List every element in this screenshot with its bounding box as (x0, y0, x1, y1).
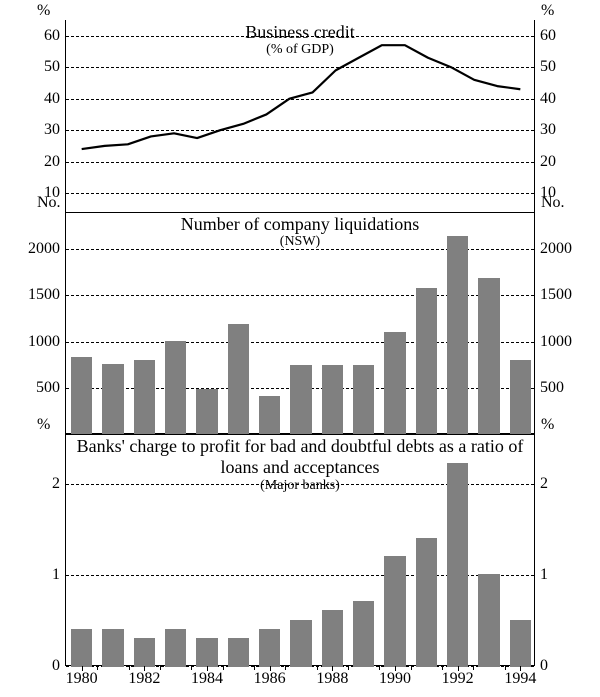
xtick-label: 1994 (504, 666, 536, 688)
xtick-label: 1986 (254, 666, 286, 688)
bar (260, 630, 279, 666)
panel-divider (66, 434, 534, 435)
panel-divider (66, 212, 534, 213)
plot-area-liquidations: Number of company liquidations (NSW) 500… (65, 212, 535, 434)
bar (197, 390, 216, 434)
ytick-label-left: 2000 (28, 240, 66, 258)
bar (417, 289, 436, 434)
unit-right: % (541, 2, 554, 20)
ytick-label-left: 60 (44, 27, 66, 45)
bar (417, 539, 436, 666)
xtick-minor (442, 666, 443, 670)
ytick-label-right: 30 (534, 121, 556, 139)
ytick-label-right: 20 (534, 153, 556, 171)
gridline (66, 130, 534, 131)
xtick-minor (348, 666, 349, 670)
bar (511, 621, 530, 666)
unit-left: No. (37, 194, 61, 212)
panel-title: Number of company liquidations (66, 214, 534, 235)
bar (385, 557, 404, 666)
ytick-label-right: 60 (534, 27, 556, 45)
ytick-label-left: 2 (52, 475, 66, 493)
ytick-label-left: 1 (52, 566, 66, 584)
ytick-label-right: 50 (534, 58, 556, 76)
bar (291, 621, 310, 666)
xtick-minor (411, 666, 412, 670)
bar (260, 397, 279, 434)
ytick-label-right: 2000 (534, 240, 572, 258)
gridline (66, 193, 534, 194)
gridline (66, 36, 534, 37)
plot-area-bad-debts: Banks' charge to profit for bad and doub… (65, 434, 535, 666)
bar (166, 342, 185, 435)
xtick-label: 1984 (191, 666, 223, 688)
bar (291, 366, 310, 434)
bar (479, 279, 498, 434)
bar (72, 358, 91, 434)
panel-business-credit: % % Business credit (% of GDP) 101020203… (0, 20, 600, 212)
unit-left: % (37, 416, 50, 434)
xtick-label: 1990 (379, 666, 411, 688)
xtick-minor (223, 666, 224, 670)
ytick-label-left: 20 (44, 153, 66, 171)
bar (354, 366, 373, 434)
ytick-label-left: 0 (52, 657, 66, 675)
unit-right: No. (541, 194, 565, 212)
ytick-label-right: 1 (534, 566, 548, 584)
bar (103, 630, 122, 666)
bar (103, 365, 122, 434)
bar (135, 361, 154, 434)
gridline (66, 162, 534, 163)
ytick-label-left: 500 (36, 379, 66, 397)
xtick-minor (129, 666, 130, 670)
xtick-label: 1988 (316, 666, 348, 688)
xtick-minor (317, 666, 318, 670)
xtick-label: 1992 (442, 666, 474, 688)
bar (448, 237, 467, 434)
bar (323, 611, 342, 666)
figure-root: % % Business credit (% of GDP) 101020203… (0, 0, 600, 697)
unit-right: % (541, 416, 554, 434)
bar (448, 464, 467, 666)
xtick-minor (160, 666, 161, 670)
ytick-label-left: 1000 (28, 333, 66, 351)
bar (323, 366, 342, 434)
ytick-label-right: 1000 (534, 333, 572, 351)
bar (166, 630, 185, 666)
bar (385, 333, 404, 434)
ytick-label-right: 500 (534, 379, 564, 397)
ytick-label-left: 1500 (28, 286, 66, 304)
ytick-label-left: 30 (44, 121, 66, 139)
ytick-label-left: 40 (44, 90, 66, 108)
ytick-label-left: 50 (44, 58, 66, 76)
bar (354, 602, 373, 666)
xtick-minor (505, 666, 506, 670)
xtick-minor (254, 666, 255, 670)
panel-bad-debts: % % Banks' charge to profit for bad and … (0, 434, 600, 666)
xtick-minor (97, 666, 98, 670)
plot-area-business-credit: Business credit (% of GDP) 1010202030304… (65, 20, 535, 212)
gridline (66, 67, 534, 68)
bar (135, 639, 154, 666)
line-path (82, 45, 521, 149)
bar (511, 361, 530, 434)
line-chart-svg (66, 20, 536, 212)
ytick-label-right: 2 (534, 475, 548, 493)
panel-liquidations: No. No. Number of company liquidations (… (0, 212, 600, 434)
bar (197, 639, 216, 666)
xtick-label: 1982 (128, 666, 160, 688)
bar (229, 639, 248, 666)
gridline (66, 99, 534, 100)
xtick-minor (379, 666, 380, 670)
ytick-label-right: 40 (534, 90, 556, 108)
bar (72, 630, 91, 666)
xtick-minor (191, 666, 192, 670)
xtick-minor (473, 666, 474, 670)
ytick-label-right: 1500 (534, 286, 572, 304)
bar (229, 325, 248, 434)
xtick-label: 1980 (66, 666, 98, 688)
xtick-minor (285, 666, 286, 670)
bar (479, 575, 498, 666)
unit-left: % (37, 2, 50, 20)
